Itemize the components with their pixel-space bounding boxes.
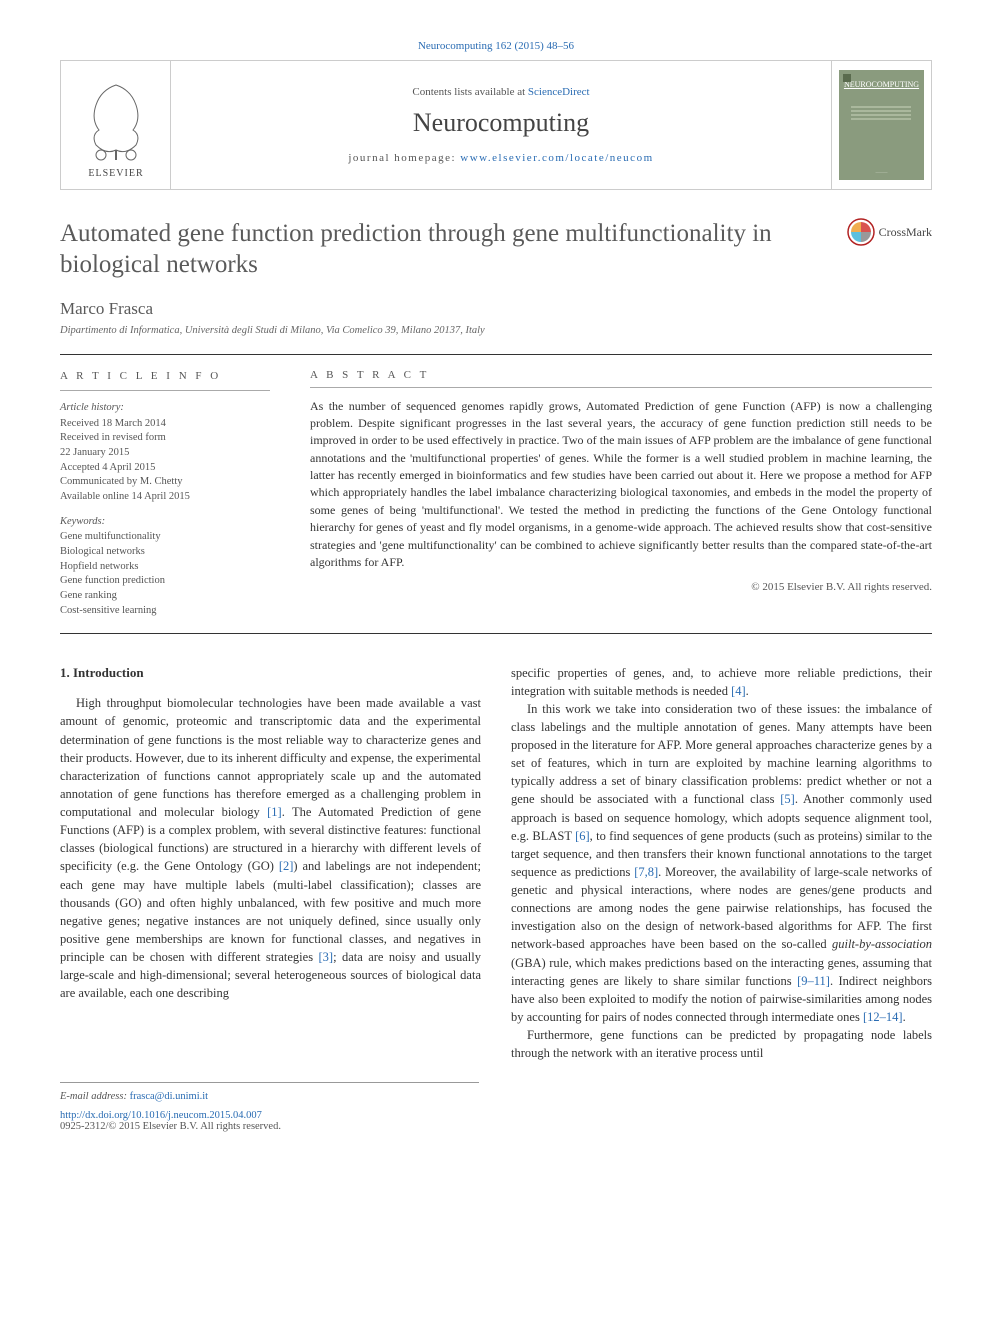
citation-link[interactable]: [5] — [780, 792, 795, 806]
header-bar: ELSEVIER Contents lists available at Sci… — [60, 60, 932, 190]
citation-link[interactable]: [2] — [279, 859, 294, 873]
abstract-copyright: © 2015 Elsevier B.V. All rights reserved… — [310, 581, 932, 593]
keyword: Hopfield networks — [60, 560, 270, 575]
keywords-block: Keywords: Gene multifunctionality Biolog… — [60, 515, 270, 619]
doi-link[interactable]: http://dx.doi.org/10.1016/j.neucom.2015.… — [60, 1110, 262, 1121]
homepage-prefix: journal homepage: — [348, 152, 460, 164]
citation-link[interactable]: [6] — [575, 829, 590, 843]
info-abstract-row: A R T I C L E I N F O Article history: R… — [60, 354, 932, 634]
citation-link[interactable]: [9–11] — [797, 974, 830, 988]
email-link[interactable]: frasca@di.unimi.it — [130, 1091, 208, 1102]
history-line: Received 18 March 2014 — [60, 417, 270, 432]
article-info-heading: A R T I C L E I N F O — [60, 369, 270, 391]
top-citation-link[interactable]: Neurocomputing 162 (2015) 48–56 — [60, 40, 932, 52]
history-line: Communicated by M. Chetty — [60, 475, 270, 490]
crossmark-icon — [847, 218, 875, 246]
body-paragraph: In this work we take into consideration … — [511, 700, 932, 1026]
elsevier-logo: ELSEVIER — [61, 61, 171, 189]
article-info-column: A R T I C L E I N F O Article history: R… — [60, 369, 290, 619]
keywords-label: Keywords: — [60, 515, 270, 530]
crossmark-label: CrossMark — [879, 225, 932, 240]
citation-link[interactable]: [12–14] — [863, 1010, 903, 1024]
journal-cover-thumbnail: NEUROCOMPUTING ——— — [839, 70, 924, 180]
abstract-text: As the number of sequenced genomes rapid… — [310, 398, 932, 572]
journal-homepage-line: journal homepage: www.elsevier.com/locat… — [348, 152, 653, 164]
page: Neurocomputing 162 (2015) 48–56 ELSEVIER… — [0, 0, 992, 1172]
sciencedirect-link[interactable]: ScienceDirect — [528, 86, 590, 98]
keyword: Cost-sensitive learning — [60, 604, 270, 619]
journal-homepage-link[interactable]: www.elsevier.com/locate/neucom — [460, 152, 653, 164]
keyword: Gene ranking — [60, 589, 270, 604]
citation-link[interactable]: [1] — [267, 805, 282, 819]
body-paragraph: Furthermore, gene functions can be predi… — [511, 1026, 932, 1062]
body-left-column: 1. Introduction High throughput biomolec… — [60, 664, 481, 1063]
doi-line: http://dx.doi.org/10.1016/j.neucom.2015.… — [60, 1110, 479, 1121]
body-two-column: 1. Introduction High throughput biomolec… — [60, 664, 932, 1063]
article-history: Article history: Received 18 March 2014 … — [60, 401, 270, 505]
contents-line: Contents lists available at ScienceDirec… — [412, 86, 589, 98]
email-label: E-mail address: — [60, 1091, 130, 1102]
history-line: Available online 14 April 2015 — [60, 490, 270, 505]
header-center: Contents lists available at ScienceDirec… — [171, 61, 831, 189]
crossmark-badge[interactable]: CrossMark — [832, 218, 932, 246]
citation-link[interactable]: [4] — [731, 684, 746, 698]
history-line: Received in revised form — [60, 431, 270, 446]
citation-link[interactable]: [3] — [319, 950, 334, 964]
contents-prefix: Contents lists available at — [412, 86, 527, 98]
emphasis-gba: guilt-by-association — [832, 937, 932, 951]
body-paragraph: High throughput biomolecular technologie… — [60, 694, 481, 1002]
article-title-row: Automated gene function prediction throu… — [60, 218, 932, 281]
author-name: Marco Frasca — [60, 299, 932, 319]
abstract-heading: A B S T R A C T — [310, 369, 932, 388]
article-title: Automated gene function prediction throu… — [60, 218, 832, 281]
citation-link[interactable]: [7,8] — [634, 865, 658, 879]
keyword: Gene multifunctionality — [60, 530, 270, 545]
abstract-column: A B S T R A C T As the number of sequenc… — [290, 369, 932, 619]
section-heading: 1. Introduction — [60, 664, 481, 683]
body-paragraph: specific properties of genes, and, to ac… — [511, 664, 932, 700]
author-affiliation: Dipartimento di Informatica, Università … — [60, 325, 932, 336]
history-label: Article history: — [60, 401, 270, 416]
journal-cover: NEUROCOMPUTING ——— — [831, 61, 931, 189]
issn-copyright: 0925-2312/© 2015 Elsevier B.V. All right… — [60, 1121, 479, 1132]
history-line: Accepted 4 April 2015 — [60, 461, 270, 476]
email-line: E-mail address: frasca@di.unimi.it — [60, 1091, 479, 1102]
journal-title-header: Neurocomputing — [413, 108, 589, 138]
body-right-column: specific properties of genes, and, to ac… — [511, 664, 932, 1063]
history-line: 22 January 2015 — [60, 446, 270, 461]
keyword: Biological networks — [60, 545, 270, 560]
cover-title: NEUROCOMPUTING — [843, 80, 920, 89]
footer-block: E-mail address: frasca@di.unimi.it http:… — [60, 1082, 479, 1132]
svg-text:ELSEVIER: ELSEVIER — [88, 168, 143, 179]
elsevier-tree-icon: ELSEVIER — [71, 70, 161, 180]
keyword: Gene function prediction — [60, 574, 270, 589]
